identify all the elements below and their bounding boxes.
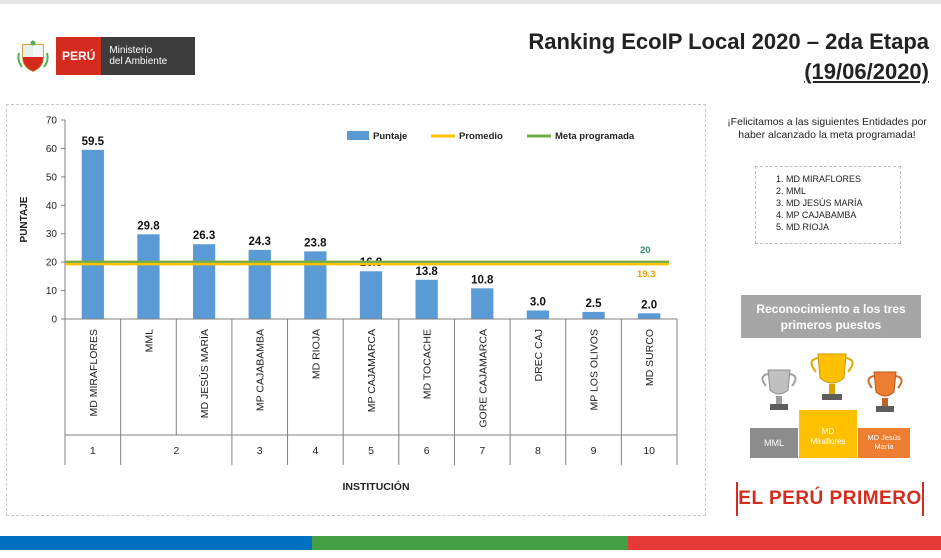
podium-second: [750, 428, 798, 458]
category-label: GORE CAJAMARCA: [477, 329, 489, 428]
entity-item: MD MIRAFLORES: [786, 173, 892, 185]
footer-stripe-red: [628, 536, 941, 550]
legend-label-meta: Meta programada: [555, 131, 635, 142]
category-label: MD RIOJA: [310, 329, 322, 379]
entity-item: MML: [786, 185, 892, 197]
bronze-trophy-icon: [867, 371, 903, 412]
bar: [192, 244, 216, 319]
podium-center-label-2: Miraflores: [810, 437, 845, 446]
bar-value-label: 26.3: [193, 230, 215, 242]
coat-of-arms-icon: [17, 40, 49, 72]
bar: [415, 279, 438, 319]
recognition-banner: Reconocimiento a los tres primeros puest…: [741, 295, 921, 338]
category-label: MP LOS OLIVOS: [589, 329, 601, 411]
promedio-value-label: 19.3: [637, 269, 656, 280]
podium-left-label: MML: [764, 438, 784, 448]
bar-value-label: 3.0: [530, 296, 546, 308]
bar: [471, 288, 494, 319]
category-label: MP CAJAMARCA: [366, 329, 378, 412]
bar: [137, 234, 160, 319]
congrats-text: ¡Felicitamos a las siguientes Entidades …: [727, 116, 927, 141]
rank-label: 8: [535, 445, 541, 457]
x-axis-label: INSTITUCIÓN: [342, 480, 409, 493]
podium-first: [799, 410, 857, 458]
rank-label: 1: [90, 445, 96, 457]
bar-value-label: 2.5: [586, 298, 603, 310]
bar-value-label: 10.8: [471, 274, 494, 286]
page-title: Ranking EcoIP Local 2020 – 2da Etapa (19…: [528, 27, 929, 87]
rank-label: 9: [591, 445, 597, 457]
legend-swatch-puntaje: [347, 131, 369, 140]
rank-label: 3: [257, 445, 263, 457]
category-label: MD JESÚS MARÍA: [198, 329, 211, 418]
podium-right-label-2: María: [874, 442, 894, 451]
category-label: MML: [143, 329, 155, 352]
y-tick-label: 0: [51, 315, 57, 326]
ministry-line-1: Ministerio: [109, 45, 153, 56]
category-label: DREC CAJ: [533, 329, 545, 382]
ministry-logo: PERÚ Ministerio del Ambiente: [16, 36, 206, 76]
y-tick-label: 30: [46, 229, 58, 240]
y-tick-label: 40: [46, 201, 58, 212]
legend-label-puntaje: Puntaje: [373, 131, 407, 142]
category-label: MP CAJABAMBA: [255, 329, 267, 411]
bar-value-label: 2.0: [641, 299, 657, 311]
footer-stripe-green: [312, 536, 628, 550]
bar: [304, 251, 327, 319]
rank-label: 5: [368, 445, 374, 457]
bar-value-label: 23.8: [304, 237, 327, 249]
gold-trophy-icon: [810, 353, 854, 400]
y-tick-label: 10: [46, 286, 58, 297]
y-tick-label: 60: [46, 144, 58, 155]
legend-label-promedio: Promedio: [459, 131, 503, 142]
title-main: Ranking EcoIP Local 2020 – 2da Etapa: [528, 29, 929, 54]
bar: [81, 149, 104, 319]
rank-label: 10: [643, 445, 655, 457]
rank-label: 4: [312, 445, 318, 457]
bar: [526, 310, 550, 319]
ministry-label: Ministerio del Ambiente: [101, 37, 196, 75]
category-label: MD MIRAFLORES: [88, 329, 100, 417]
entity-item: MD JESÚS MARÍA: [786, 197, 892, 209]
ministry-line-2: del Ambiente: [109, 56, 168, 67]
footer-stripe-blue: [0, 536, 312, 550]
entity-item: MD RIOJA: [786, 221, 892, 233]
bar: [638, 313, 661, 319]
rank-label: 6: [424, 445, 430, 457]
rank-label: 7: [479, 445, 485, 457]
podium-center-label-1: MD: [822, 427, 835, 436]
silver-trophy-icon: [761, 369, 797, 410]
bar: [359, 271, 383, 319]
bar: [582, 311, 605, 319]
podium-right-label-1: MD Jesús: [867, 433, 901, 442]
peru-label: PERÚ: [56, 37, 102, 75]
bar-value-label: 59.5: [82, 136, 105, 148]
brand-logo: EL PERÚ PRIMERO: [736, 482, 924, 516]
rank-label: 2: [173, 445, 179, 457]
entity-item: MP CAJABAMBA: [786, 209, 892, 221]
bar-value-label: 24.3: [249, 236, 271, 248]
podium-trophies: MML MD Miraflores MD Jesús María: [750, 353, 910, 458]
y-tick-label: 70: [46, 116, 58, 127]
y-tick-label: 20: [46, 258, 58, 269]
bar-value-label: 13.8: [415, 266, 438, 278]
y-axis-label: PUNTAJE: [19, 196, 30, 242]
y-tick-label: 50: [46, 172, 58, 183]
top-divider: [0, 0, 941, 4]
podium-third: [858, 428, 910, 458]
bar-value-label: 29.8: [137, 220, 160, 232]
meta-value-label: 20: [640, 245, 651, 256]
category-label: MD TOCACHE: [422, 329, 434, 399]
bar: [248, 249, 271, 319]
chart-frame: 0 10 20 30 40 50 60 70 PUNTAJE 59.5 29.8 26.3 24.3 23…: [6, 104, 706, 516]
title-date: (19/06/2020): [804, 59, 929, 84]
category-label: MD SURCO: [644, 329, 656, 386]
